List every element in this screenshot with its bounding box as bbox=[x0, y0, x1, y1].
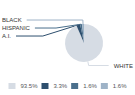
svg-text:HISPANIC: HISPANIC bbox=[2, 25, 31, 31]
svg-text:3.3%: 3.3% bbox=[53, 83, 67, 89]
svg-text:A.I.: A.I. bbox=[2, 33, 11, 39]
svg-text:1.6%: 1.6% bbox=[113, 83, 127, 89]
svg-text:WHITE: WHITE bbox=[114, 63, 133, 69]
svg-text:BLACK: BLACK bbox=[2, 17, 22, 23]
svg-text:1.6%: 1.6% bbox=[83, 83, 97, 89]
svg-text:93.5%: 93.5% bbox=[20, 83, 38, 89]
